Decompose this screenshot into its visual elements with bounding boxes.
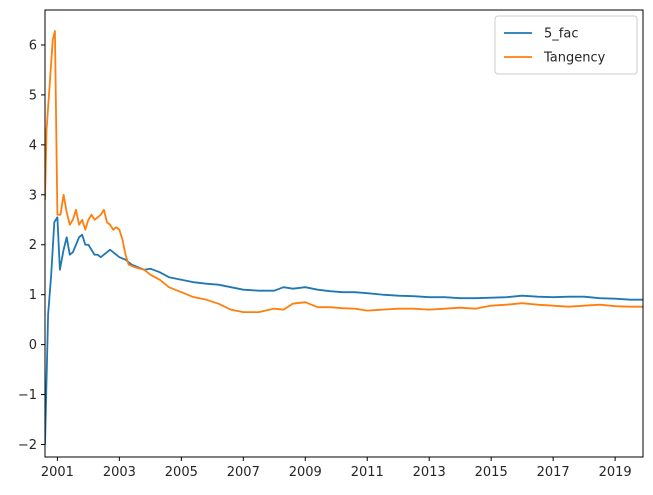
x-tick-label: 2001 [41,465,74,480]
y-tick-label: 5 [29,88,37,103]
x-tick-label: 2009 [289,465,322,480]
x-tick-label: 2005 [165,465,198,480]
y-tick-label: 1 [29,288,37,303]
x-tick-label: 2015 [475,465,508,480]
y-tick-label: 2 [29,238,37,253]
legend-label-5-fac: 5_fac [544,27,578,42]
legend-label-tangency: Tangency [543,51,606,66]
x-tick-label: 2007 [227,465,260,480]
x-tick-label: 2019 [599,465,632,480]
x-tick-label: 2011 [351,465,384,480]
y-tick-label: −2 [18,438,37,453]
y-tick-label: 3 [29,188,37,203]
y-tick-label: 6 [29,38,37,53]
y-tick-label: 4 [29,138,37,153]
y-tick-label: −1 [18,388,37,403]
y-tick-label: 0 [29,338,37,353]
x-tick-label: 2017 [537,465,570,480]
legend: 5_fac Tangency [495,16,637,74]
x-tick-label: 2013 [413,465,446,480]
x-tick-label: 2003 [103,465,136,480]
